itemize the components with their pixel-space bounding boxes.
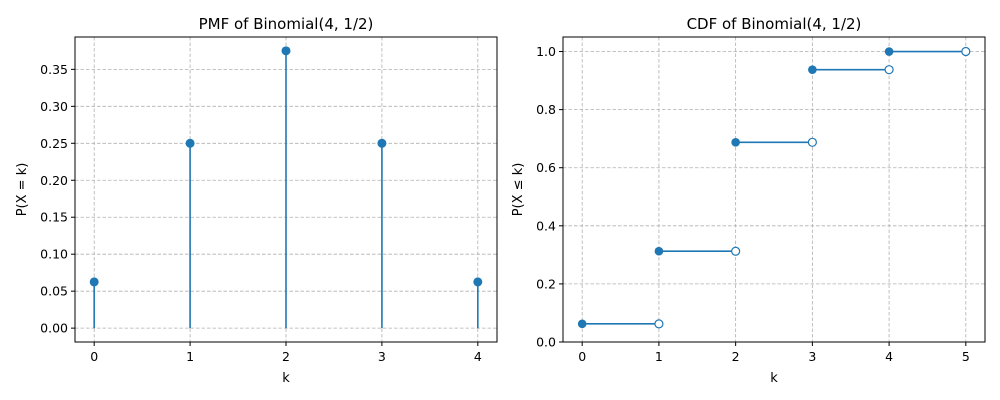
cdf-xtick-label: 5 [962, 349, 970, 364]
cdf-y-ticks: 0.0 0.2 0.4 0.6 0.8 1.0 [536, 44, 563, 350]
cdf-open-point [884, 65, 894, 75]
cdf-closed-point [654, 246, 664, 256]
pmf-ytick-label: 0.05 [40, 284, 68, 299]
cdf-open-point [807, 137, 817, 147]
cdf-closed-point [731, 137, 740, 147]
pmf-xtick-label: 0 [90, 349, 98, 364]
pmf-y-ticks: 0.00 0.05 0.10 0.15 0.20 0.25 0.30 0.35 [40, 62, 75, 336]
cdf-open-point [731, 246, 741, 256]
cdf-ylabel: P(X ≤ k) [511, 163, 526, 217]
pmf-xtick-label: 4 [474, 349, 482, 364]
pmf-ytick-label: 0.20 [40, 173, 68, 188]
pmf-ytick-label: 0.15 [40, 210, 68, 225]
cdf-xtick-label: 2 [732, 349, 740, 364]
cdf-ytick-label: 0.0 [536, 335, 556, 350]
cdf-closed-point [577, 319, 587, 329]
cdf-xlabel: k [770, 371, 778, 386]
cdf-ytick-label: 0.8 [536, 102, 556, 117]
cdf-axes-frame [562, 36, 986, 343]
pmf-xtick-label: 1 [186, 349, 194, 364]
pmf-point [185, 138, 195, 148]
cdf-chart: CDF of Binomial(4, 1/2) 0 1 2 3 4 5 0.0 0.2 0.4… [511, 15, 986, 386]
pmf-xlabel: k [282, 371, 290, 386]
cdf-closed-point [808, 65, 817, 74]
cdf-x-ticks: 0 1 2 3 4 5 [578, 342, 970, 364]
pmf-ylabel: P(X = k) [15, 163, 30, 217]
pmf-title: PMF of Binomial(4, 1/2) [199, 15, 374, 33]
cdf-ytick-label: 1.0 [536, 44, 556, 59]
cdf-xtick-label: 0 [578, 349, 586, 364]
pmf-point [281, 46, 291, 56]
cdf-open-point [961, 46, 971, 57]
pmf-x-ticks: 0 1 2 3 4 [90, 342, 482, 364]
cdf-closed-point [884, 47, 894, 56]
cdf-ytick-label: 0.6 [536, 160, 556, 175]
cdf-xtick-label: 4 [885, 349, 893, 364]
cdf-marks [577, 46, 971, 329]
pmf-marks [89, 46, 483, 329]
cdf-grid [563, 37, 985, 343]
pmf-point [377, 138, 387, 148]
pmf-ytick-label: 0.30 [40, 99, 68, 114]
pmf-ytick-label: 0.10 [40, 247, 68, 262]
cdf-open-point [654, 319, 664, 329]
pmf-xtick-label: 2 [282, 349, 290, 364]
cdf-ytick-label: 0.2 [536, 276, 556, 291]
cdf-xtick-label: 1 [655, 349, 663, 364]
pmf-point [473, 277, 483, 287]
cdf-title: CDF of Binomial(4, 1/2) [687, 15, 862, 33]
pmf-ytick-label: 0.25 [40, 136, 68, 151]
pmf-ytick-label: 0.35 [40, 62, 68, 77]
cdf-ytick-label: 0.4 [536, 218, 556, 233]
pmf-xtick-label: 3 [378, 349, 386, 364]
pmf-point [89, 277, 99, 287]
cdf-xtick-label: 3 [808, 349, 816, 364]
pmf-ytick-label: 0.00 [40, 321, 68, 336]
